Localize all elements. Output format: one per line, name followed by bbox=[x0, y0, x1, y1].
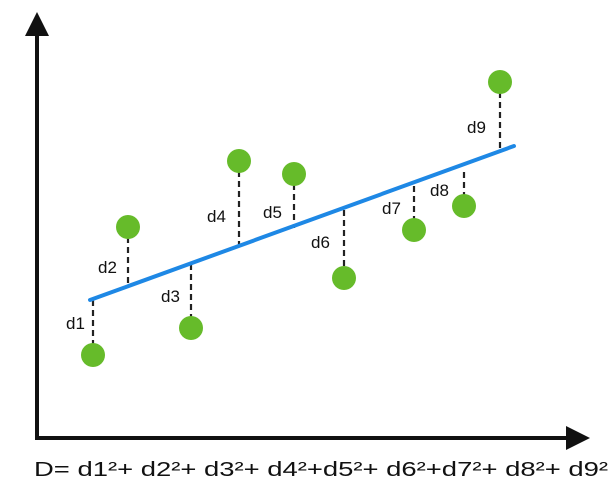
y-axis-arrowhead bbox=[25, 12, 49, 36]
residual-label-d4: d4 bbox=[207, 207, 226, 226]
residual-label-d5: d5 bbox=[263, 203, 282, 222]
residual-labels: d1 d2 d3 d4 d5 d6 d7 d8 d9 bbox=[66, 118, 486, 333]
x-axis-arrowhead bbox=[566, 426, 590, 450]
residual-label-d9: d9 bbox=[467, 118, 486, 137]
regression-line bbox=[88, 144, 516, 302]
residual-label-d7: d7 bbox=[382, 199, 401, 218]
data-point-5 bbox=[282, 162, 306, 186]
data-point-2 bbox=[116, 215, 140, 239]
data-point-1 bbox=[81, 343, 105, 367]
sum-of-squares-formula: D= d1²+ d2²+ d3²+ d4²+d5²+ d6²+d7²+ d8²+… bbox=[34, 459, 608, 481]
data-point-3 bbox=[179, 316, 203, 340]
residual-label-d6: d6 bbox=[311, 233, 330, 252]
data-point-4 bbox=[227, 149, 251, 173]
residual-label-d3: d3 bbox=[161, 287, 180, 306]
data-point-6 bbox=[332, 266, 356, 290]
residual-lines bbox=[91, 92, 502, 345]
data-point-9 bbox=[488, 70, 512, 94]
data-points bbox=[81, 70, 512, 367]
axes bbox=[25, 12, 590, 450]
data-point-7 bbox=[402, 218, 426, 242]
residual-label-d1: d1 bbox=[66, 314, 85, 333]
residual-label-d2: d2 bbox=[98, 258, 117, 277]
residual-label-d8: d8 bbox=[430, 181, 449, 200]
data-point-8 bbox=[452, 194, 476, 218]
